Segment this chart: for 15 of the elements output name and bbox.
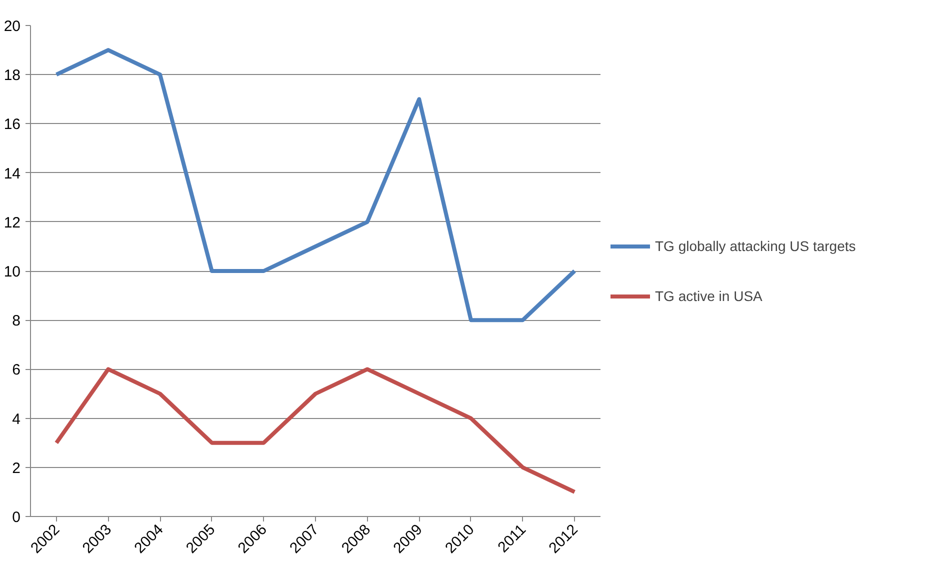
- legend-label: TG globally attacking US targets: [655, 238, 856, 254]
- y-tick-label: 8: [12, 312, 20, 330]
- y-tick-label: 2: [12, 460, 20, 477]
- y-tick-label: 4: [12, 410, 20, 428]
- legend-label: TG active in USA: [655, 288, 762, 304]
- y-tick-label: 18: [4, 67, 21, 84]
- y-tick-label: 16: [4, 116, 21, 134]
- line-series: [54, 367, 577, 494]
- y-tick-label: 0: [12, 509, 20, 526]
- y-tick-label: 12: [4, 214, 21, 232]
- line-series: [54, 48, 577, 322]
- y-tick-label: 10: [4, 264, 21, 280]
- y-tick-label: 20: [4, 18, 21, 35]
- y-tick-label: 14: [4, 165, 21, 182]
- y-tick-label: 6: [12, 362, 20, 379]
